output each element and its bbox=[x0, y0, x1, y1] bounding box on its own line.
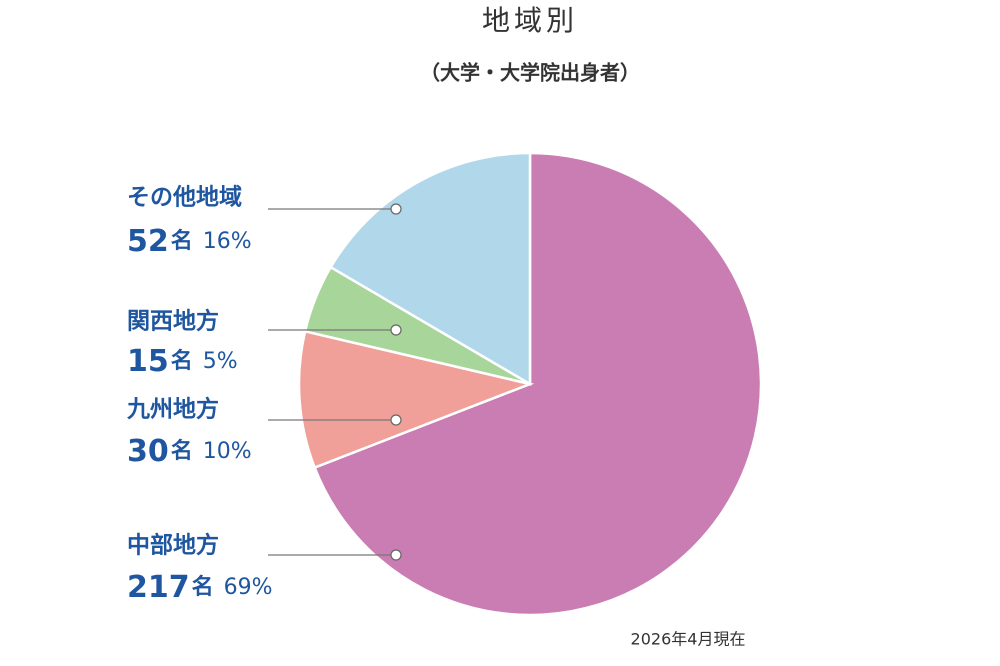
category-label: 中部地方 bbox=[127, 532, 219, 559]
leader-dot bbox=[390, 203, 402, 215]
unit: 名 bbox=[192, 574, 214, 600]
unit: 名 bbox=[171, 438, 193, 464]
value-label: 30名 10% bbox=[127, 434, 252, 469]
category-label: 関西地方 bbox=[127, 308, 219, 335]
note: 2026年4月現在 bbox=[631, 630, 746, 649]
percent-label: 69% bbox=[224, 575, 273, 600]
count: 30 bbox=[127, 434, 169, 469]
count: 52 bbox=[127, 224, 169, 259]
pie-slice bbox=[297, 329, 535, 470]
unit: 名 bbox=[171, 228, 193, 254]
leader-dot bbox=[390, 324, 402, 336]
percent-label: 5% bbox=[203, 349, 238, 374]
count: 15 bbox=[127, 344, 169, 379]
chart-subtitle: （大学・大学院出身者） bbox=[420, 61, 640, 85]
category-label: その他地域 bbox=[127, 184, 242, 211]
category-label: 九州地方 bbox=[126, 396, 219, 423]
leader-dot bbox=[390, 414, 402, 426]
chart-title: 地域別 bbox=[482, 4, 578, 37]
leader-dot bbox=[390, 549, 402, 561]
value-label: 15名 5% bbox=[127, 344, 238, 379]
value-label: 52名 16% bbox=[127, 224, 252, 259]
unit: 名 bbox=[171, 348, 193, 374]
percent-label: 16% bbox=[203, 229, 252, 254]
pie-slice bbox=[329, 151, 532, 387]
value-label: 217名 69% bbox=[127, 570, 273, 605]
percent-label: 10% bbox=[203, 439, 252, 464]
pie-slice bbox=[313, 151, 763, 617]
count: 217 bbox=[127, 570, 190, 605]
